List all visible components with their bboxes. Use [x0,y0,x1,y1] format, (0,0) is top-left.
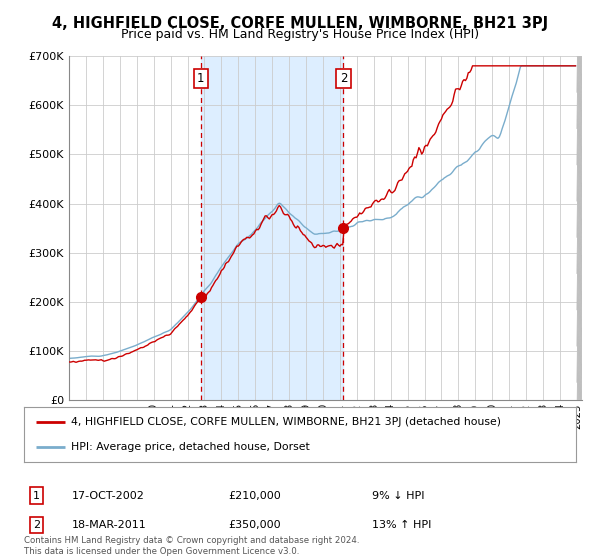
Bar [201,56,343,400]
Polygon shape [577,56,582,400]
Text: 17-OCT-2002: 17-OCT-2002 [72,491,145,501]
Text: £210,000: £210,000 [228,491,281,501]
Text: 4, HIGHFIELD CLOSE, CORFE MULLEN, WIMBORNE, BH21 3PJ (detached house): 4, HIGHFIELD CLOSE, CORFE MULLEN, WIMBOR… [71,417,501,427]
Text: 2: 2 [340,72,347,85]
Text: 18-MAR-2011: 18-MAR-2011 [72,520,147,530]
Text: £350,000: £350,000 [228,520,281,530]
Text: 4, HIGHFIELD CLOSE, CORFE MULLEN, WIMBORNE, BH21 3PJ: 4, HIGHFIELD CLOSE, CORFE MULLEN, WIMBOR… [52,16,548,31]
Text: 13% ↑ HPI: 13% ↑ HPI [372,520,431,530]
Text: 1: 1 [33,491,40,501]
Text: 2: 2 [33,520,40,530]
Text: 1: 1 [197,72,205,85]
Text: Price paid vs. HM Land Registry's House Price Index (HPI): Price paid vs. HM Land Registry's House … [121,28,479,41]
Text: Contains HM Land Registry data © Crown copyright and database right 2024.
This d: Contains HM Land Registry data © Crown c… [24,536,359,556]
Text: HPI: Average price, detached house, Dorset: HPI: Average price, detached house, Dors… [71,442,310,452]
Text: 9% ↓ HPI: 9% ↓ HPI [372,491,425,501]
